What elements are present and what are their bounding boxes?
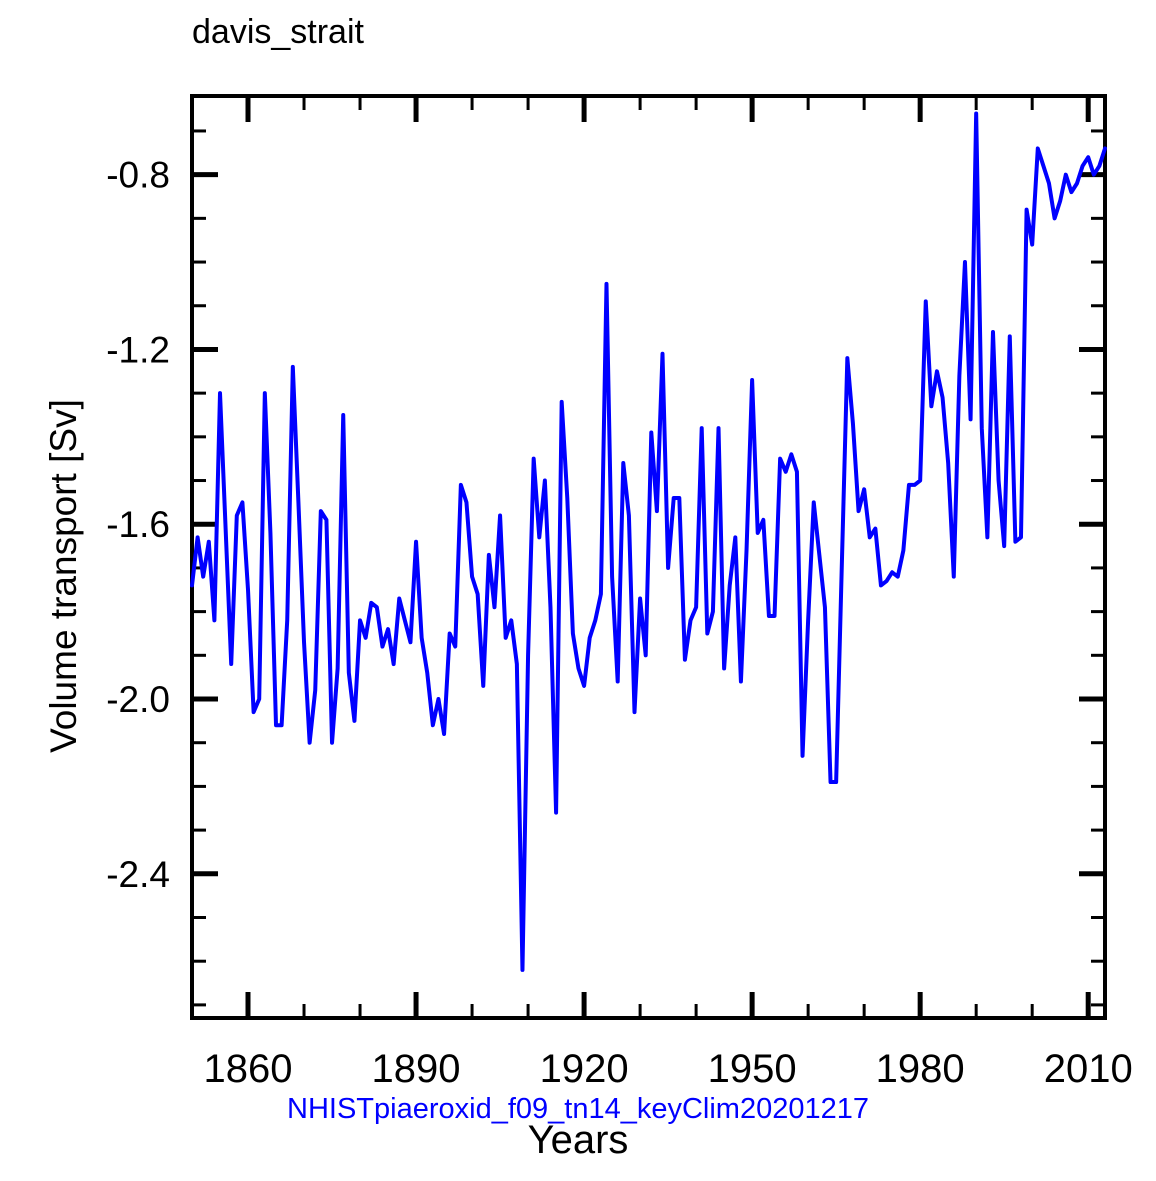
x-tick-label: 1860	[204, 1047, 293, 1091]
y-tick-label: -1.2	[106, 329, 170, 370]
y-tick-label: -1.6	[106, 504, 170, 545]
x-tick-label: 1890	[372, 1047, 461, 1091]
plot-frame	[190, 94, 1107, 1020]
series-line-davis-strait	[190, 111, 1107, 972]
x-tick-label: 1980	[876, 1047, 965, 1091]
y-tick-label: -0.8	[106, 155, 170, 196]
page-title: davis_strait	[192, 13, 364, 51]
x-tick-label: 2010	[1044, 1047, 1133, 1091]
y-tick-label: -2.4	[106, 854, 170, 895]
data-series-group	[190, 111, 1107, 972]
axis-tick-labels: 1860 1890 1920 1950 1980 2010 -0.8 -1.2 -1.6 -2.0…	[106, 155, 1132, 1091]
dataset-annotation: NHISTpiaeroxid_f09_tn14_keyClim20201217	[287, 1093, 869, 1125]
x-axis-label: Years	[527, 1118, 629, 1162]
y-tick-label: -2.0	[106, 679, 170, 720]
x-tick-label: 1920	[540, 1047, 629, 1091]
axes-frame	[190, 94, 1107, 1020]
axis-ticks	[190, 96, 1105, 1018]
x-tick-label: 1950	[708, 1047, 797, 1091]
